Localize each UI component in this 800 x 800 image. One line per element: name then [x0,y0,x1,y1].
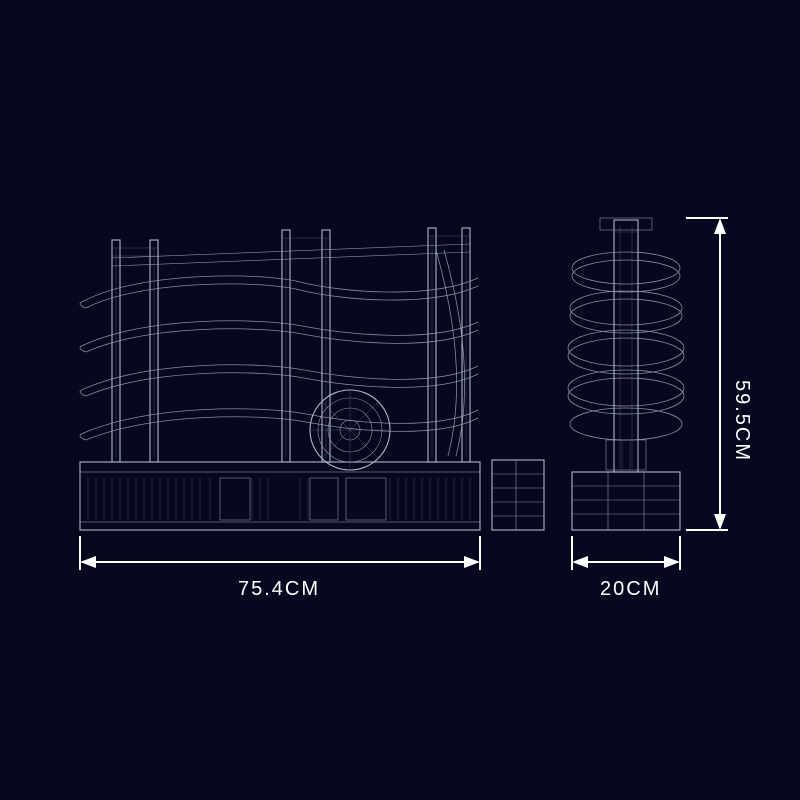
dimension-height: 59.5CM [686,218,753,530]
dimension-side-width: 20CM [572,536,680,600]
technical-drawing-canvas: 75.4CM 20CM 59.5CM [0,0,800,800]
front-wheel [310,390,390,470]
height-label: 59.5CM [731,380,753,462]
front-width-label: 75.4CM [238,578,320,600]
dimension-front-width: 75.4CM [80,536,480,600]
front-side-box [492,460,544,530]
front-view [80,228,544,530]
side-view [568,218,684,530]
side-width-label: 20CM [600,578,661,600]
side-track-curves [568,252,684,440]
